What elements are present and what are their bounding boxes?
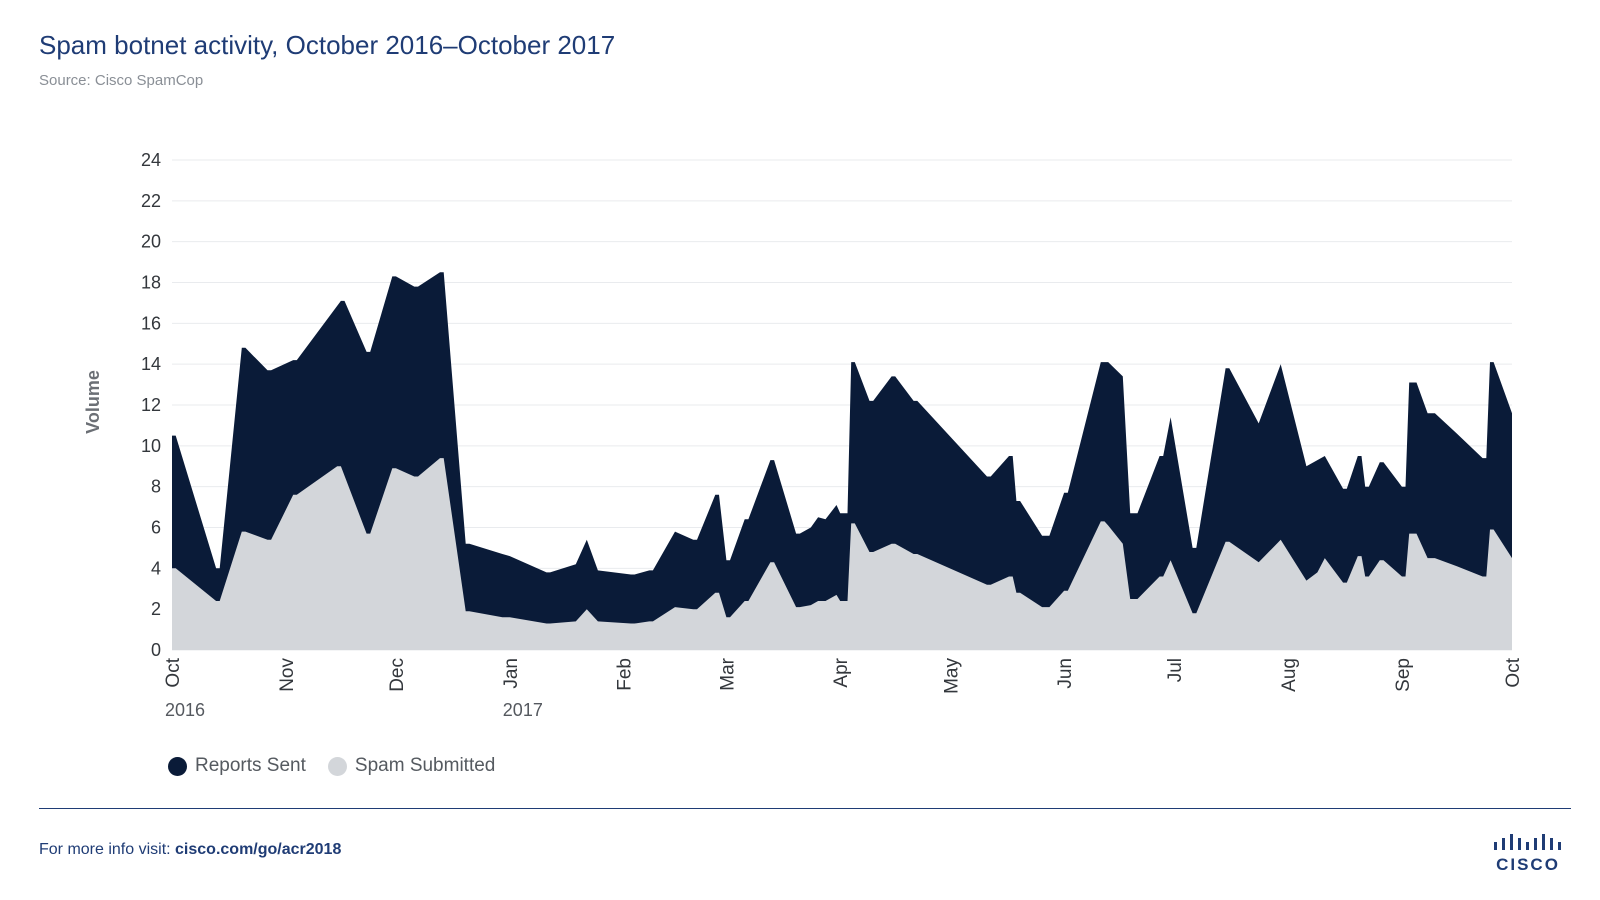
footer-prefix: For more info visit: bbox=[39, 841, 176, 858]
x-tick-label: Sep bbox=[1393, 658, 1414, 692]
footer-divider bbox=[39, 808, 1571, 809]
series-area-reports-sent bbox=[172, 272, 1512, 650]
x-year-label: 2016 bbox=[165, 700, 205, 720]
x-tick-label: Feb bbox=[615, 658, 636, 691]
series-area-spam-submitted bbox=[172, 458, 1512, 650]
x-tick-label: Aug bbox=[1279, 658, 1300, 692]
y-tick-label: 12 bbox=[141, 395, 161, 415]
footer-link[interactable]: cisco.com/go/acr2018 bbox=[175, 841, 342, 858]
cisco-bars-icon bbox=[1494, 834, 1561, 850]
legend-label-spam: Spam Submitted bbox=[354, 755, 496, 776]
y-tick-label: 8 bbox=[151, 477, 161, 497]
legend-item-reports: Reports Sent bbox=[168, 755, 306, 777]
legend-item-spam: Spam Submitted bbox=[327, 755, 496, 777]
y-tick-label: 24 bbox=[141, 150, 161, 170]
chart-legend: Reports Sent Spam Submitted bbox=[168, 755, 517, 777]
y-tick-label: 20 bbox=[141, 232, 161, 252]
chart-source: Source: Cisco SpamCop bbox=[39, 72, 204, 89]
x-tick-label: May bbox=[941, 658, 962, 694]
x-tick-label: Jun bbox=[1055, 658, 1076, 689]
x-tick-label: Jan bbox=[501, 658, 522, 689]
x-tick-label: Mar bbox=[717, 657, 738, 690]
cisco-logo: CISCO bbox=[1494, 834, 1561, 874]
x-year-label: 2017 bbox=[503, 700, 543, 720]
y-tick-label: 18 bbox=[141, 273, 161, 293]
y-tick-label: 14 bbox=[141, 354, 161, 374]
legend-swatch-reports bbox=[168, 756, 187, 776]
y-tick-label: 0 bbox=[151, 640, 161, 660]
cisco-wordmark: CISCO bbox=[1496, 855, 1560, 874]
y-tick-label: 2 bbox=[151, 599, 161, 619]
series-areas bbox=[172, 272, 1512, 650]
y-tick-label: 10 bbox=[141, 436, 161, 456]
footer-text: For more info visit: cisco.com/go/acr201… bbox=[39, 841, 341, 859]
x-tick-label: Apr bbox=[831, 657, 852, 687]
y-axis-label: Volume bbox=[83, 370, 103, 434]
x-tick-label: Dec bbox=[387, 658, 408, 692]
x-tick-label: Nov bbox=[277, 658, 298, 692]
x-axis: Oct 2016 Nov Dec Jan 2017 Feb Mar Apr May Jun Jul Au… bbox=[163, 657, 1524, 720]
y-tick-label: 16 bbox=[141, 313, 161, 333]
x-tick-label: Oct bbox=[163, 657, 184, 687]
legend-swatch-spam bbox=[327, 756, 347, 776]
legend-label-reports: Reports Sent bbox=[195, 755, 306, 776]
x-tick-label: Jul bbox=[1165, 658, 1186, 682]
y-tick-label: 6 bbox=[151, 518, 161, 538]
chart-title: Spam botnet activity, October 2016–Octob… bbox=[39, 30, 616, 60]
y-tick-label: 22 bbox=[141, 191, 161, 211]
x-tick-label: Oct bbox=[1503, 657, 1524, 687]
y-tick-label: 4 bbox=[151, 558, 161, 578]
